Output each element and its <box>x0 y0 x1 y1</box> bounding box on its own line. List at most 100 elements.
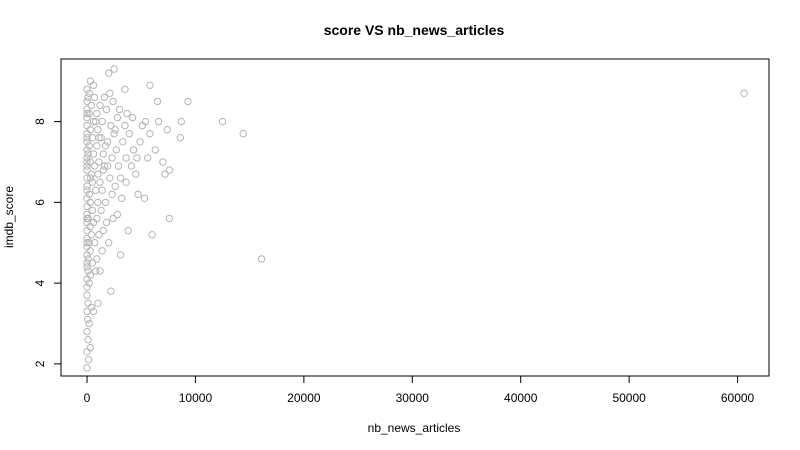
data-point <box>161 170 169 178</box>
data-point <box>148 231 156 239</box>
data-point <box>108 190 116 199</box>
data-point <box>121 85 129 94</box>
data-point <box>122 154 130 162</box>
x-axis-label: nb_news_articles <box>368 421 461 435</box>
data-point <box>90 162 99 170</box>
data-point <box>86 271 95 279</box>
data-point <box>154 117 163 126</box>
data-point <box>83 315 92 324</box>
data-point <box>89 150 98 158</box>
data-point <box>99 150 108 158</box>
data-point <box>83 138 91 146</box>
data-point <box>165 166 174 174</box>
data-point <box>218 117 227 126</box>
data-point <box>83 146 91 154</box>
data-point <box>85 190 93 199</box>
x-tick-label: 20000 <box>287 391 321 405</box>
x-tick-label: 40000 <box>504 391 538 405</box>
data-point <box>83 194 91 203</box>
data-point <box>115 105 124 114</box>
data-point <box>96 178 104 186</box>
data-point <box>89 117 98 126</box>
data-point <box>95 134 103 142</box>
data-point <box>84 93 92 102</box>
data-point <box>83 121 91 130</box>
data-point <box>151 146 160 154</box>
data-point <box>146 81 154 89</box>
data-point <box>99 166 108 174</box>
data-point <box>83 158 91 166</box>
data-point <box>122 178 130 186</box>
data-point <box>100 93 109 102</box>
data-point <box>96 267 104 275</box>
data-point <box>116 174 125 182</box>
data-point <box>127 162 136 170</box>
data-point <box>83 186 91 194</box>
data-point <box>111 126 119 134</box>
data-point <box>83 182 91 190</box>
data-point <box>83 174 91 182</box>
data-point <box>84 150 92 158</box>
data-point <box>83 235 91 243</box>
data-point <box>102 105 111 114</box>
data-point <box>106 174 114 182</box>
data-point <box>93 214 101 223</box>
data-point <box>136 138 144 146</box>
data-point <box>83 202 91 211</box>
data-point <box>108 154 116 162</box>
x-tick-label: 0 <box>84 391 91 405</box>
data-point <box>95 158 103 166</box>
data-point <box>83 327 91 336</box>
data-point <box>93 255 101 263</box>
data-point <box>85 239 93 247</box>
data-point <box>101 198 110 207</box>
data-point <box>94 198 102 207</box>
y-axis: 2 4 6 8 <box>33 118 62 367</box>
data-point <box>83 97 91 106</box>
data-point <box>84 267 92 275</box>
data-point <box>100 162 109 170</box>
data-point <box>184 97 192 106</box>
data-point <box>99 226 108 235</box>
data-point <box>94 126 102 134</box>
data-point <box>88 178 97 186</box>
data-point <box>103 138 112 146</box>
data-point <box>740 89 748 98</box>
data-point <box>128 113 137 122</box>
data-point <box>93 142 101 150</box>
data-point <box>83 239 91 247</box>
data-point <box>110 130 118 138</box>
data-point <box>97 206 105 215</box>
y-axis-label: imdb_score <box>2 186 16 248</box>
data-point <box>87 101 96 110</box>
data-point <box>92 267 100 275</box>
data-point <box>83 210 91 219</box>
data-point <box>97 134 105 142</box>
data-point <box>177 117 186 126</box>
data-point <box>83 214 91 223</box>
data-point <box>98 247 106 255</box>
chart-title: score VS nb_news_articles <box>324 22 505 38</box>
data-point <box>123 109 131 118</box>
data-point <box>86 126 95 134</box>
data-point <box>83 154 91 162</box>
data-point <box>83 283 91 291</box>
data-point <box>105 239 113 247</box>
data-point <box>111 182 119 190</box>
data-point <box>106 89 114 98</box>
y-tick-label: 6 <box>33 199 47 206</box>
data-point <box>93 109 101 118</box>
data-point <box>129 146 138 154</box>
data-point <box>163 126 172 134</box>
data-point <box>83 226 91 235</box>
data-point <box>124 226 132 235</box>
data-point <box>86 247 95 255</box>
plot-frame <box>60 58 770 377</box>
data-point <box>92 186 100 194</box>
data-point <box>110 65 118 73</box>
data-point <box>83 291 91 299</box>
data-point <box>85 89 93 98</box>
data-point <box>132 170 140 178</box>
data-point <box>165 214 174 223</box>
